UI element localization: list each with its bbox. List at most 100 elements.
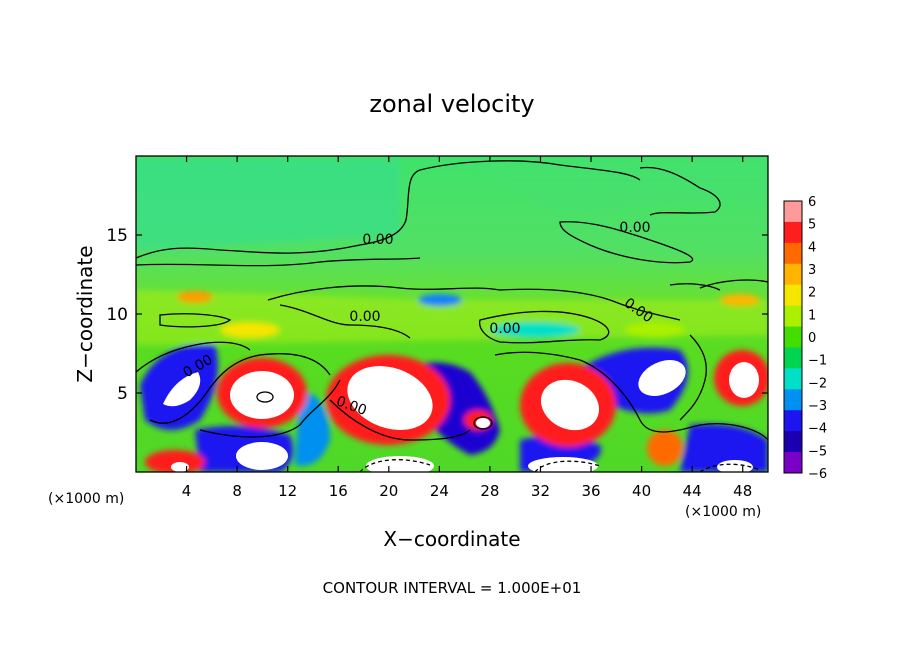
field-core bbox=[347, 366, 433, 430]
colorbar-swatch bbox=[784, 431, 802, 453]
x-tick-label: 40 bbox=[632, 482, 651, 500]
contour-label: 0.00 bbox=[362, 232, 393, 248]
x-tick-label: 32 bbox=[531, 482, 550, 500]
colorbar-swatch bbox=[784, 368, 802, 390]
colorbar-swatch bbox=[784, 263, 802, 286]
field-blob bbox=[625, 322, 685, 338]
field-core bbox=[230, 371, 294, 419]
colorbar-swatch bbox=[784, 242, 802, 265]
colorbar-label: 0 bbox=[808, 331, 816, 346]
colorbar-label: 3 bbox=[808, 263, 816, 278]
contour-label: 0.00 bbox=[489, 321, 520, 337]
field-core bbox=[171, 462, 189, 472]
field-core bbox=[717, 460, 753, 472]
colorbar-swatch bbox=[784, 347, 802, 369]
x-tick-label: 12 bbox=[278, 482, 297, 500]
contour-line bbox=[473, 416, 493, 430]
x-tick-label: 36 bbox=[581, 482, 600, 500]
x-tick-label: 24 bbox=[430, 482, 449, 500]
field-blob bbox=[136, 290, 768, 345]
contour-line bbox=[149, 353, 331, 424]
contour-line bbox=[279, 304, 411, 339]
colorbar-label: 1 bbox=[808, 308, 816, 323]
contour-line bbox=[136, 160, 641, 259]
colorbar-label: 2 bbox=[808, 286, 816, 301]
y-axis-label: Z−coordinate bbox=[73, 245, 97, 382]
contour-line bbox=[679, 334, 707, 421]
field-saturated-cores bbox=[163, 360, 759, 472]
contour-line bbox=[494, 351, 768, 441]
colorbar-label: −4 bbox=[808, 422, 827, 437]
colorbar-frame bbox=[783, 200, 803, 474]
field-core bbox=[540, 379, 600, 431]
colorbar-label: −3 bbox=[808, 399, 827, 414]
contour-lines bbox=[136, 160, 768, 472]
colorbar-label: 6 bbox=[808, 195, 816, 210]
field-blob bbox=[220, 322, 280, 338]
colorbar-label: −1 bbox=[808, 354, 827, 369]
colorbar-swatch bbox=[784, 284, 802, 307]
x-tick-label: 20 bbox=[379, 482, 398, 500]
colorbar-swatch bbox=[784, 305, 802, 328]
contour-line bbox=[559, 221, 694, 264]
contour-line bbox=[669, 279, 768, 291]
colorbar-swatch bbox=[784, 452, 802, 474]
colorbar-label: −6 bbox=[808, 467, 827, 482]
colorbar-swatch bbox=[784, 221, 802, 244]
field-blob bbox=[418, 294, 462, 306]
x-unit-left: (×1000 m) bbox=[48, 491, 124, 507]
field-blob bbox=[177, 291, 213, 303]
field-core bbox=[729, 362, 759, 398]
contour-line bbox=[199, 379, 341, 438]
y-tick-label: 5 bbox=[117, 384, 128, 404]
x-tick-label: 16 bbox=[329, 482, 348, 500]
x-tick-label: 44 bbox=[683, 482, 702, 500]
chart-title: zonal velocity bbox=[369, 90, 534, 118]
x-axis-ticks: 4 8 12 16 20 24 28 32 36 40 44 48 bbox=[182, 156, 752, 500]
contour-line bbox=[639, 166, 721, 216]
colorbar-label: −2 bbox=[808, 376, 827, 391]
field-blob bbox=[460, 160, 768, 215]
plot-area: 0.000.000.000.000.000.000.00 4 8 12 16 20 24 2… bbox=[106, 155, 769, 500]
colorbar-swatch bbox=[784, 201, 802, 223]
x-tick-label: 48 bbox=[733, 482, 752, 500]
field-blob bbox=[490, 322, 580, 338]
contour-line bbox=[534, 460, 601, 472]
colorbar-swatch bbox=[784, 410, 802, 432]
y-axis-ticks: 5 10 15 bbox=[106, 226, 768, 404]
colorbar-label: −5 bbox=[808, 444, 827, 459]
colorbar-swatch bbox=[784, 326, 802, 348]
contour-line bbox=[136, 257, 421, 267]
field-core bbox=[163, 372, 201, 407]
x-tick-label: 8 bbox=[232, 482, 242, 500]
contour-line bbox=[699, 463, 761, 472]
contour-line bbox=[479, 310, 610, 344]
field-core bbox=[638, 360, 686, 396]
field-blob bbox=[647, 430, 683, 466]
field-blob bbox=[136, 160, 400, 250]
field-core bbox=[476, 418, 490, 428]
contour-line bbox=[136, 341, 251, 373]
contour-label: 0.00 bbox=[349, 309, 380, 325]
colorbar-label: 4 bbox=[808, 240, 816, 255]
contour-line bbox=[267, 285, 681, 321]
colorbar: 6 5 4 3 2 1 0 −1 −2 −3 −4 −5 −6 bbox=[783, 195, 827, 482]
contour-line bbox=[256, 391, 274, 403]
x-tick-label: 28 bbox=[480, 482, 499, 500]
field-blob bbox=[145, 450, 205, 472]
contour-label: 0.00 bbox=[619, 220, 650, 236]
y-tick-label: 10 bbox=[106, 305, 128, 325]
field-blob bbox=[680, 424, 768, 472]
x-unit-right: (×1000 m) bbox=[685, 504, 761, 520]
field-core bbox=[366, 456, 434, 472]
colorbar-swatch bbox=[784, 389, 802, 411]
contour-line bbox=[329, 399, 471, 441]
contour-interval-note: CONTOUR INTERVAL = 1.000E+01 bbox=[323, 579, 582, 597]
x-tick-label: 4 bbox=[182, 482, 192, 500]
contour-line bbox=[359, 459, 431, 472]
y-tick-label: 15 bbox=[106, 226, 128, 246]
field-blob bbox=[295, 390, 330, 466]
x-axis-label: X−coordinate bbox=[383, 527, 520, 551]
field-blob bbox=[720, 294, 760, 306]
